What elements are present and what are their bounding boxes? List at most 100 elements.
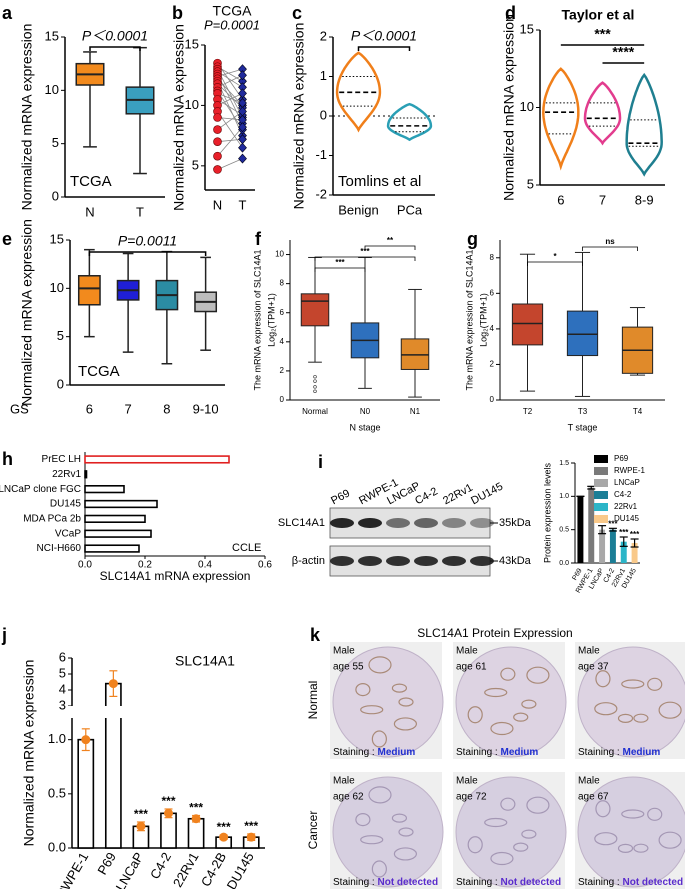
y-axis-label: Normalized mRNA expression bbox=[501, 14, 517, 201]
x-tick-label: 7 bbox=[599, 192, 606, 207]
y-tick-label: 6 bbox=[280, 308, 285, 317]
x-tick-label: PCa bbox=[397, 202, 423, 217]
y-tick-label: 10 bbox=[45, 82, 59, 97]
lane-label: 22Rv1 bbox=[441, 482, 475, 508]
legend-label: LNCaP bbox=[614, 478, 640, 487]
ihc-gland bbox=[355, 683, 371, 697]
bar bbox=[631, 543, 638, 563]
ihc-gland bbox=[594, 832, 618, 846]
panel-letter: k bbox=[310, 625, 321, 645]
significance: * bbox=[553, 252, 557, 261]
legend-swatch bbox=[594, 503, 608, 511]
x-tick-label: 22Rv1 bbox=[170, 850, 202, 889]
ihc-staining: Staining : Medium bbox=[456, 747, 538, 758]
y-tick-label: 5 bbox=[527, 176, 534, 191]
y-tick-label: 0 bbox=[57, 376, 64, 391]
blot-band bbox=[470, 556, 494, 566]
x-axis-label: T stage bbox=[568, 422, 598, 432]
x-tick-label: N0 bbox=[360, 407, 371, 416]
ihc-sex: Male bbox=[456, 646, 478, 657]
ihc-gland bbox=[484, 687, 508, 698]
x-axis-label: N stage bbox=[349, 422, 380, 432]
point bbox=[238, 153, 247, 164]
significance-bracket bbox=[582, 246, 638, 251]
ihc-gland bbox=[371, 730, 387, 748]
ihc-gland bbox=[658, 701, 682, 719]
y-tick-label: 10 bbox=[275, 250, 284, 259]
staining-level: Medium bbox=[500, 747, 538, 758]
staining-prefix: Staining : bbox=[333, 877, 377, 888]
ihc-gland bbox=[393, 847, 418, 861]
y-tick-label: 6 bbox=[59, 649, 66, 664]
x-tick-label: T2 bbox=[523, 407, 533, 416]
pair-line bbox=[217, 74, 243, 88]
box bbox=[566, 310, 599, 357]
y-tick-label: NCI-H660 bbox=[37, 543, 82, 554]
size-label: 43kDa bbox=[499, 555, 532, 567]
point bbox=[213, 137, 222, 146]
significance-bracket bbox=[364, 245, 416, 250]
ihc-gland bbox=[490, 851, 514, 866]
ihc-gland bbox=[484, 817, 508, 828]
ihc-core bbox=[577, 776, 685, 888]
staining-level: Not detected bbox=[377, 877, 438, 888]
y-tick-label: 22Rv1 bbox=[52, 469, 81, 480]
chart-title: SLC14A1 bbox=[175, 653, 235, 669]
box bbox=[300, 293, 330, 327]
x-tick-label: 8-9 bbox=[635, 192, 654, 207]
blot-band bbox=[442, 556, 466, 566]
y-tick-label: 2 bbox=[490, 360, 495, 369]
pair-line bbox=[217, 126, 243, 157]
ihc-gland bbox=[621, 809, 645, 819]
y-tick-label: 5 bbox=[52, 135, 59, 150]
ihc-gland bbox=[371, 860, 387, 878]
x-tick-label: 6 bbox=[86, 401, 93, 416]
bar bbox=[577, 496, 584, 563]
staining-level: Not detected bbox=[622, 877, 683, 888]
ihc-gland bbox=[617, 843, 634, 853]
y-tick-label: 6 bbox=[490, 288, 495, 297]
pair-line bbox=[217, 92, 243, 106]
point bbox=[213, 151, 222, 161]
ihc-core bbox=[455, 776, 567, 888]
y-axis-label: Normalized mRNA expression bbox=[291, 23, 307, 210]
significance-bracket bbox=[314, 267, 366, 272]
pair-line bbox=[217, 68, 243, 77]
cohort-note: CCLE bbox=[232, 542, 261, 554]
panel-letter: j bbox=[1, 625, 7, 645]
bar-marker bbox=[191, 814, 201, 824]
blot-band bbox=[330, 518, 354, 528]
y-tick-label: 1.0 bbox=[559, 493, 569, 500]
axis-break bbox=[66, 706, 265, 718]
ihc-age: age 37 bbox=[578, 662, 609, 673]
cohort-note: Tomlins et al bbox=[338, 173, 421, 190]
legend-label: RWPE-1 bbox=[614, 466, 646, 475]
lane-label: DU145 bbox=[469, 481, 505, 508]
ihc-gland bbox=[398, 827, 414, 837]
x-tick-label: RWPE-1 bbox=[53, 850, 91, 889]
x-tick-label: 0.2 bbox=[138, 560, 152, 571]
ihc-sex: Male bbox=[578, 646, 600, 657]
y-tick-label: 8 bbox=[490, 253, 495, 262]
violin bbox=[335, 51, 382, 133]
staining-prefix: Staining : bbox=[578, 747, 622, 758]
ihc-gland bbox=[647, 677, 663, 691]
staining-prefix: Staining : bbox=[456, 747, 500, 758]
y-tick-label: 10 bbox=[50, 280, 64, 295]
ihc-gland bbox=[360, 705, 384, 715]
outlier bbox=[313, 385, 317, 389]
y-tick-label: 1.5 bbox=[559, 460, 569, 467]
significance-bracket bbox=[357, 46, 411, 51]
panel-letter: h bbox=[2, 449, 13, 469]
violin bbox=[583, 81, 622, 146]
bar bbox=[84, 470, 88, 479]
ihc-gland bbox=[521, 699, 537, 709]
ihc-gland bbox=[391, 683, 408, 693]
y-tick-label: 4 bbox=[59, 681, 66, 696]
y-tick-label: 10 bbox=[520, 99, 534, 114]
y-tick-label: -2 bbox=[315, 186, 327, 201]
panel-letter: e bbox=[2, 229, 12, 249]
x-tick-label: 0.0 bbox=[78, 560, 92, 571]
ihc-staining: Staining : Not detected bbox=[456, 877, 561, 888]
y-tick-label: 2 bbox=[320, 28, 327, 43]
